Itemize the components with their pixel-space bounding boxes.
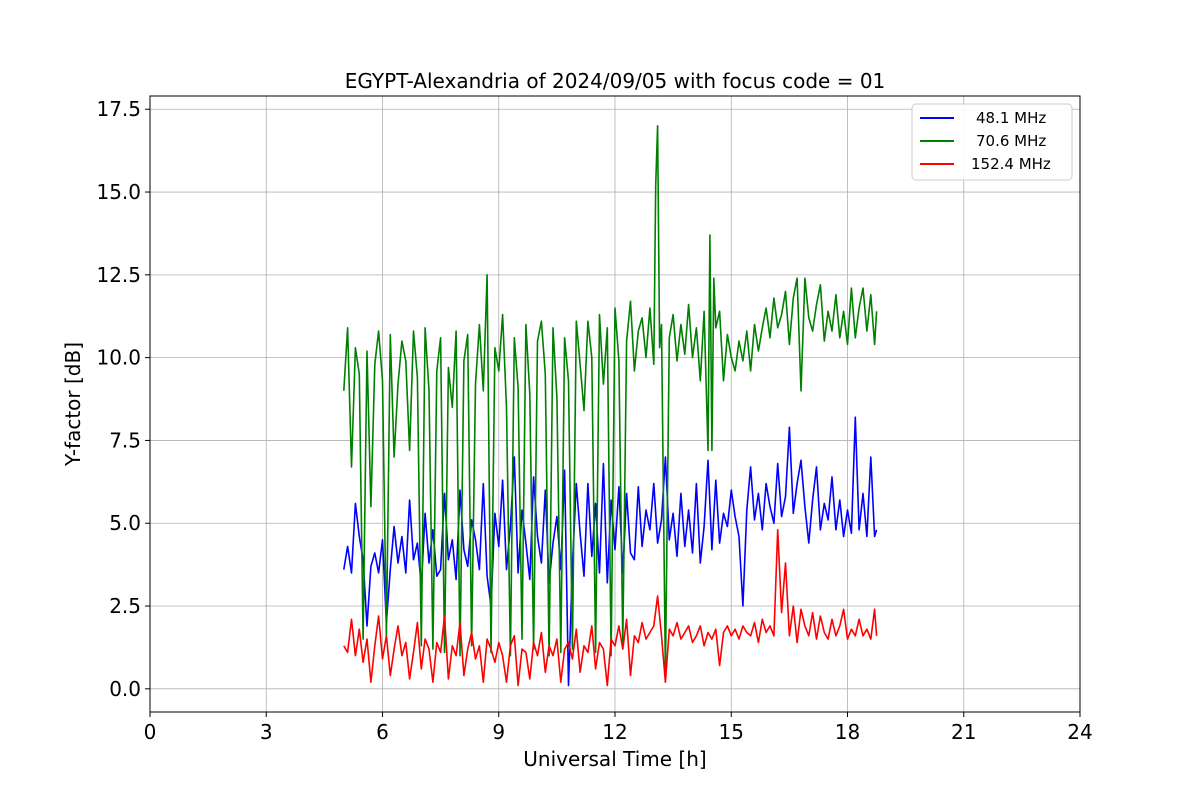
legend-box [911, 103, 1073, 181]
x-tick-label-18: 18 [835, 720, 860, 744]
legend-label-152-4-mhz: 152.4 MHz [971, 155, 1051, 173]
chart-title: EGYPT-Alexandria of 2024/09/05 with focu… [345, 69, 886, 93]
y-tick-label-0: 0.0 [109, 677, 141, 701]
y-axis-label: Y-factor [dB] [61, 342, 85, 467]
x-tick-label-0: 0 [144, 720, 157, 744]
legend: 48.1 MHz 70.6 MHz 152.4 MHz [911, 103, 1073, 181]
y-tick-label-15: 15.0 [96, 180, 141, 204]
y-tick-label-12-5: 12.5 [96, 263, 141, 287]
series-line-152-4-mhz [343, 528, 878, 687]
x-tick-label-15: 15 [719, 720, 744, 744]
legend-entry-48-1-mhz: 48.1 MHz [920, 109, 1046, 127]
legend-label-70-6-mhz: 70.6 MHz [976, 132, 1046, 150]
y-tick-label-2-5: 2.5 [109, 594, 141, 618]
legend-entry-70-6-mhz: 70.6 MHz [920, 132, 1046, 150]
x-tick-label-6: 6 [376, 720, 389, 744]
y-axis-ticks: 0.0 2.5 5.0 7.5 10.0 12.5 15.0 17.5 [96, 97, 150, 701]
x-axis-label: Universal Time [h] [523, 747, 706, 771]
x-tick-label-12: 12 [602, 720, 627, 744]
y-tick-label-5: 5.0 [109, 511, 141, 535]
legend-label-48-1-mhz: 48.1 MHz [976, 109, 1046, 127]
x-tick-label-24: 24 [1067, 720, 1092, 744]
x-tick-label-21: 21 [951, 720, 976, 744]
y-tick-label-17-5: 17.5 [96, 97, 141, 121]
series-line-70-6-mhz [343, 125, 878, 674]
series-line-48-1-mhz [343, 416, 878, 687]
y-tick-label-10: 10.0 [96, 346, 141, 370]
x-tick-label-9: 9 [492, 720, 505, 744]
y-tick-label-7-5: 7.5 [109, 428, 141, 452]
series-lines [343, 125, 878, 687]
x-tick-label-3: 3 [260, 720, 273, 744]
x-axis-ticks: 0 3 6 9 12 15 18 21 24 [144, 712, 1093, 744]
legend-entry-152-4-mhz: 152.4 MHz [920, 155, 1051, 173]
